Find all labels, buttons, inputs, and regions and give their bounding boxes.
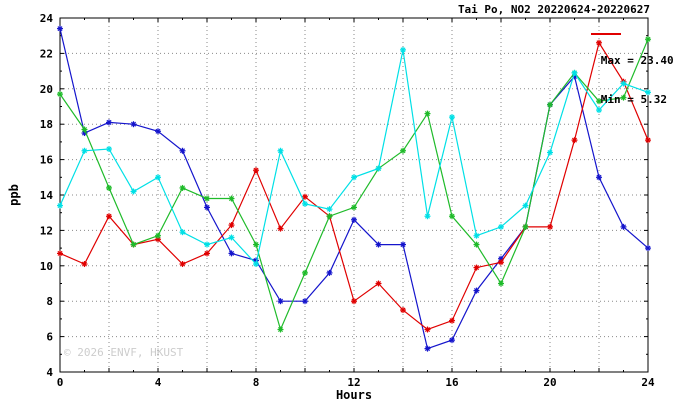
svg-text:24: 24 [40,12,54,25]
svg-text:0: 0 [57,376,64,389]
svg-text:4: 4 [155,376,162,389]
x-axis-title: Hours [335,388,373,402]
x-tick-labels: 0 4 8 12 16 20 24 [57,376,655,389]
svg-text:8: 8 [46,295,53,308]
svg-text:12: 12 [40,224,53,237]
svg-text:18: 18 [40,118,53,131]
svg-text:16: 16 [445,376,459,389]
series-cyan-markers [57,46,651,268]
svg-text:20: 20 [40,83,53,96]
legend-min-label: Min = [600,93,641,106]
series-cyan [57,46,651,268]
svg-text:22: 22 [40,47,53,60]
axis-ticks [59,17,649,373]
svg-text:12: 12 [347,376,360,389]
svg-text:14: 14 [40,189,54,202]
series-red-markers [57,39,651,333]
chart-title: Tai Po, NO2 20220624-20220627 [457,3,650,16]
legend-min-value: 5.32 [640,93,668,106]
legend-max-label: Max = [600,54,641,67]
grid-lines [60,18,648,372]
svg-text:24: 24 [641,376,655,389]
y-tick-labels: 4 6 8 10 12 14 16 18 20 22 24 [40,12,54,379]
svg-text:6: 6 [46,331,53,344]
legend-max-value: 23.40 [640,54,674,67]
watermark: © 2026 ENVF, HKUST [64,346,184,359]
legend-max-sample-line [591,33,621,35]
svg-text:20: 20 [543,376,556,389]
svg-text:4: 4 [46,366,53,379]
svg-text:8: 8 [253,376,260,389]
legend: Max = 23.40 Min = 5.32 [561,28,674,119]
y-axis-title: ppb [7,184,21,206]
legend-min-row: Min = 5.32 [561,80,674,119]
series-green-markers [57,36,651,333]
series-red [57,39,651,333]
svg-text:10: 10 [40,260,53,273]
legend-max-row: Max = 23.40 [561,28,674,80]
series-green [57,36,651,333]
svg-text:16: 16 [40,154,54,167]
